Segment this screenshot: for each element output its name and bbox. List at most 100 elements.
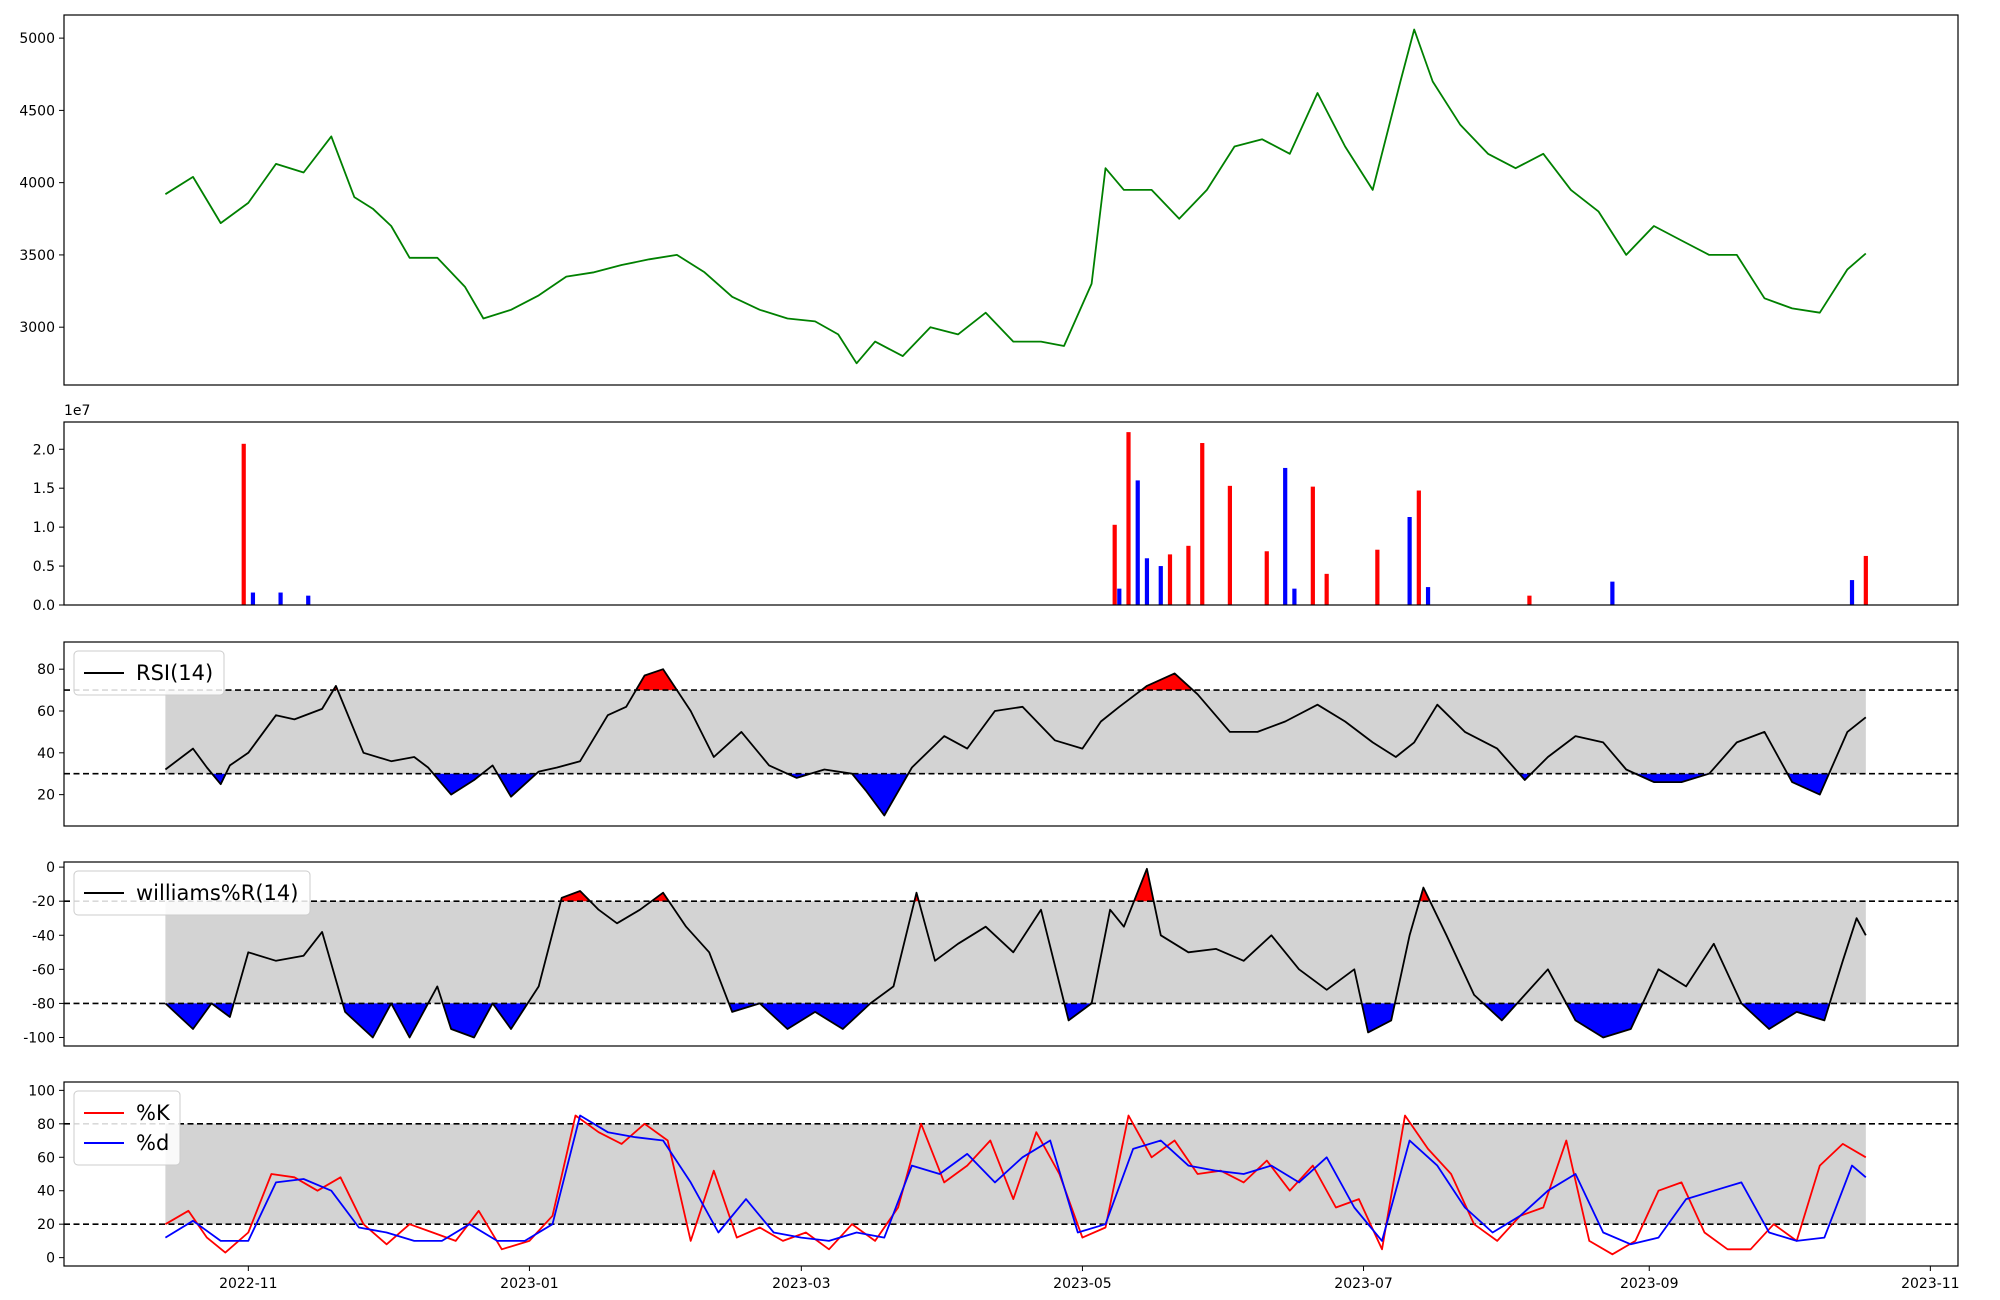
x-tick-label: 2022-11 <box>219 1276 278 1292</box>
neutral-band <box>165 690 1866 774</box>
volume-bar <box>1407 517 1412 605</box>
volume-bar <box>1425 587 1431 605</box>
volume-bar <box>1117 588 1122 605</box>
overbought-fill <box>165 868 1866 902</box>
y-tick-label: -20 <box>32 894 55 910</box>
x-tick-label: 2023-03 <box>772 1276 831 1292</box>
stochastic-frame <box>63 1081 1959 1267</box>
neutral-band <box>165 1123 1866 1225</box>
rsi-y-axis: 20 40 60 80 <box>37 662 64 804</box>
volume-bar <box>241 443 246 605</box>
volume-bar <box>1200 443 1205 605</box>
volume-bar <box>1227 485 1232 605</box>
volume-bar <box>1416 490 1421 605</box>
overbought-fill <box>165 669 1866 691</box>
volume-bar <box>1292 588 1297 605</box>
legend-label: %d <box>136 1131 169 1155</box>
legend-label: %K <box>136 1101 171 1125</box>
volume-bar <box>1158 566 1163 605</box>
volume-panel: 0.0 0.5 1.0 1.5 2.0 1e7 <box>33 403 1959 614</box>
williams-frame <box>63 861 1959 1047</box>
oversold-fill <box>165 1003 1866 1038</box>
stoch-d-line <box>164 1114 1867 1246</box>
y-tick-label: 3000 <box>19 320 55 336</box>
volume-bar <box>1849 580 1855 605</box>
y-tick-label: 0 <box>46 1251 55 1267</box>
volume-bar <box>1264 551 1269 605</box>
volume-bar <box>1126 432 1131 605</box>
volume-bar <box>1167 554 1173 605</box>
y-tick-label: 0.5 <box>33 559 55 575</box>
legend-box <box>73 650 225 696</box>
price-y-axis: 3000 3500 4000 4500 5000 <box>19 31 64 336</box>
volume-bar <box>1186 545 1191 605</box>
stoch-k-line <box>164 1114 1867 1256</box>
volume-bar <box>1310 486 1315 605</box>
price-panel: 3000 3500 4000 4500 5000 <box>19 14 1959 386</box>
rsi-line <box>164 668 1867 817</box>
volume-bar <box>1863 555 1868 605</box>
volume-offset-label: 1e7 <box>64 403 90 419</box>
williams-line <box>164 867 1867 1039</box>
x-tick-label: 2023-01 <box>500 1276 559 1292</box>
y-tick-label: 20 <box>37 788 55 804</box>
y-tick-label: 1.0 <box>33 520 55 536</box>
volume-bar <box>1144 558 1150 605</box>
y-tick-label: 1.5 <box>33 481 55 497</box>
volume-bar <box>1112 524 1117 605</box>
stochastic-y-axis: 0 20 40 60 80 100 <box>28 1083 64 1267</box>
x-tick-label: 2023-11 <box>1901 1276 1960 1292</box>
volume-bar <box>1610 581 1615 605</box>
y-tick-label: 60 <box>37 1150 55 1166</box>
volume-bar <box>1375 549 1380 605</box>
y-tick-label: -40 <box>32 928 55 944</box>
y-tick-label: 0.0 <box>33 598 55 614</box>
legend-box <box>73 870 311 916</box>
williams-legend: williams%R(14) <box>73 870 311 916</box>
y-tick-label: 4500 <box>19 103 55 119</box>
legend-label: RSI(14) <box>136 661 213 685</box>
legend-box <box>73 1090 181 1166</box>
date-x-axis: 2022-11 2023-01 2023-03 2023-05 2023-07 2023-… <box>219 1266 1960 1292</box>
volume-y-axis: 0.0 0.5 1.0 1.5 2.0 <box>33 442 64 614</box>
y-tick-label: 80 <box>37 662 55 678</box>
x-tick-label: 2023-05 <box>1053 1276 1112 1292</box>
williams-panel: 0 -20 -40 -60 -80 -100 williams%R(14) <box>23 860 1959 1047</box>
volume-bar <box>1324 573 1329 605</box>
stochastic-legend: %K %d <box>73 1090 181 1166</box>
legend-label: williams%R(14) <box>136 881 298 905</box>
y-tick-label: 0 <box>46 860 55 876</box>
y-tick-label: 100 <box>28 1083 55 1099</box>
rsi-frame <box>63 641 1959 827</box>
volume-bar <box>278 592 283 605</box>
x-tick-label: 2023-09 <box>1620 1276 1679 1292</box>
y-tick-label: 3500 <box>19 248 55 264</box>
volume-frame <box>63 421 1959 606</box>
volume-bar <box>1527 595 1532 605</box>
volume-bar <box>250 592 256 605</box>
y-tick-label: -80 <box>32 996 55 1012</box>
oversold-fill <box>165 773 1866 816</box>
neutral-band <box>165 901 1866 1004</box>
y-tick-label: 5000 <box>19 31 55 47</box>
volume-bar <box>306 595 311 605</box>
y-tick-label: -60 <box>32 962 55 978</box>
y-tick-label: 4000 <box>19 176 55 192</box>
price-frame <box>63 14 1959 386</box>
y-tick-label: 60 <box>37 704 55 720</box>
volume-bar <box>1135 480 1140 605</box>
williams-y-axis: 0 -20 -40 -60 -80 -100 <box>23 860 64 1046</box>
x-tick-label: 2023-07 <box>1334 1276 1393 1292</box>
y-tick-label: -100 <box>23 1030 55 1046</box>
close-price-line <box>164 28 1867 365</box>
y-tick-label: 40 <box>37 746 55 762</box>
rsi-panel: 20 40 60 80 RSI(14) <box>37 641 1959 827</box>
stochastic-panel: 0 20 40 60 80 100 2022-11 2023-01 2023-03 2023-0… <box>28 1081 1960 1292</box>
volume-bar <box>1283 467 1288 605</box>
rsi-legend: RSI(14) <box>73 650 225 696</box>
y-tick-label: 40 <box>37 1184 55 1200</box>
y-tick-label: 2.0 <box>33 442 55 458</box>
y-tick-label: 80 <box>37 1117 55 1133</box>
y-tick-label: 20 <box>37 1217 55 1233</box>
